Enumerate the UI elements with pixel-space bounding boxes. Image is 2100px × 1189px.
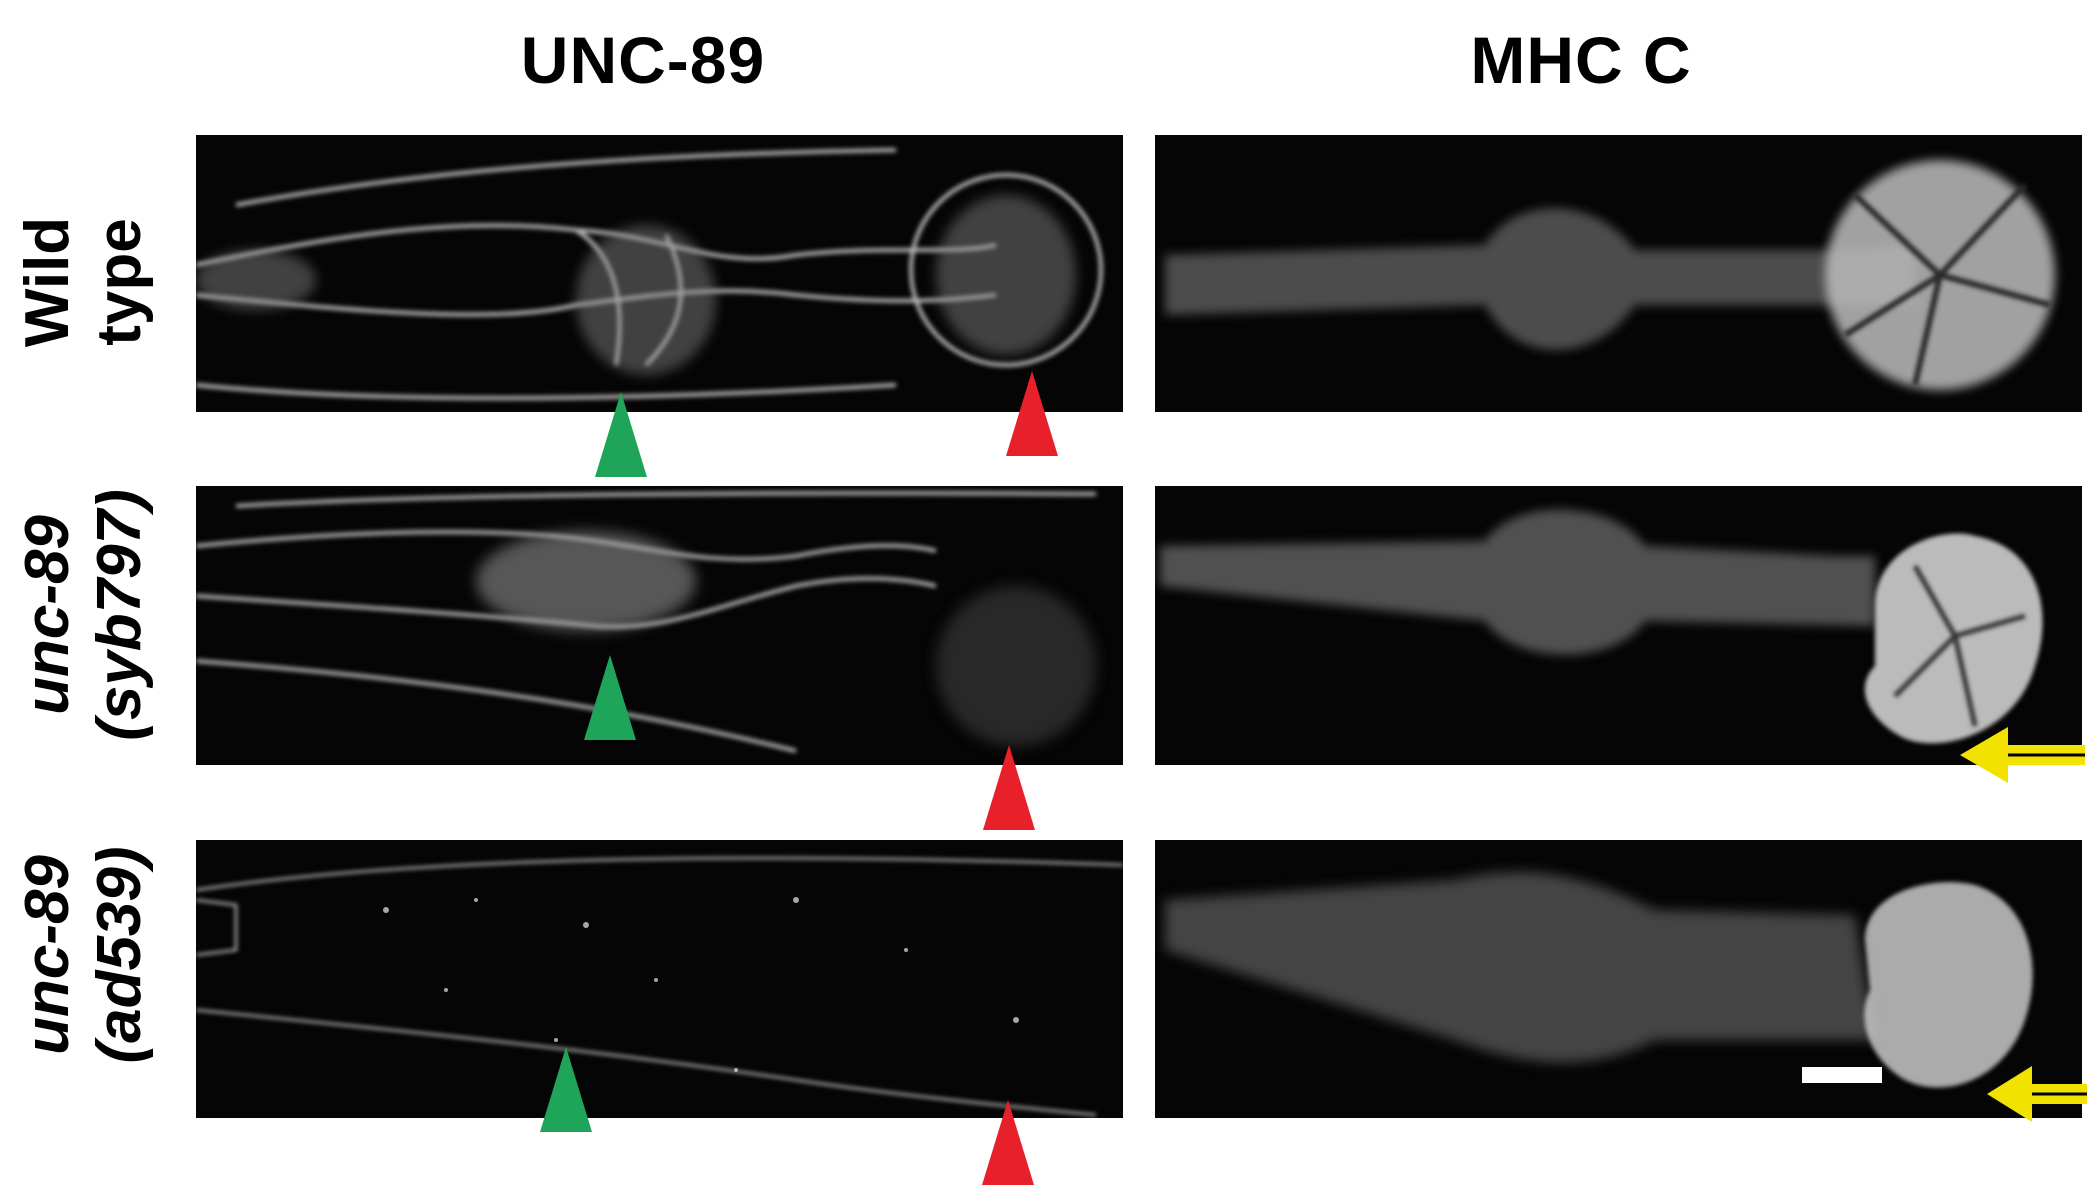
row-label-line1: unc-89 [13, 855, 82, 1055]
row-label-line1: unc-89 [13, 515, 82, 715]
row-label-syb797: unc-89 (syb797) [12, 465, 192, 765]
row-label-ad539: unc-89 (ad539) [12, 805, 192, 1105]
micrograph-unc89-wild-type [196, 135, 1123, 412]
row-label-line2: type [85, 218, 154, 346]
micrograph-unc89-ad539 [196, 840, 1123, 1118]
micrograph-mhcc-wild-type [1155, 135, 2082, 412]
green-arrowhead-icon [540, 1047, 592, 1132]
green-arrowhead-icon [584, 655, 636, 740]
row-label-line2: (ad539) [85, 846, 154, 1064]
micrograph-unc89-syb797 [196, 486, 1123, 765]
column-title-mhcc: MHC C [1470, 23, 1692, 97]
column-title-unc89: UNC-89 [520, 23, 766, 97]
yellow-arrow-icon [1987, 1066, 2087, 1122]
yellow-arrow-icon [1960, 727, 2085, 783]
row-label-line2: (syb797) [85, 489, 154, 741]
scale-bar [1802, 1067, 1882, 1083]
row-label-wild-type: Wild type [12, 132, 192, 432]
row-label-line1: Wild [13, 216, 82, 348]
micrograph-mhcc-ad539 [1155, 840, 2082, 1118]
green-arrowhead-icon [595, 392, 647, 477]
red-arrowhead-icon [1006, 371, 1058, 456]
micrograph-mhcc-syb797 [1155, 486, 2082, 765]
red-arrowhead-icon [982, 1100, 1034, 1185]
red-arrowhead-icon [983, 745, 1035, 830]
